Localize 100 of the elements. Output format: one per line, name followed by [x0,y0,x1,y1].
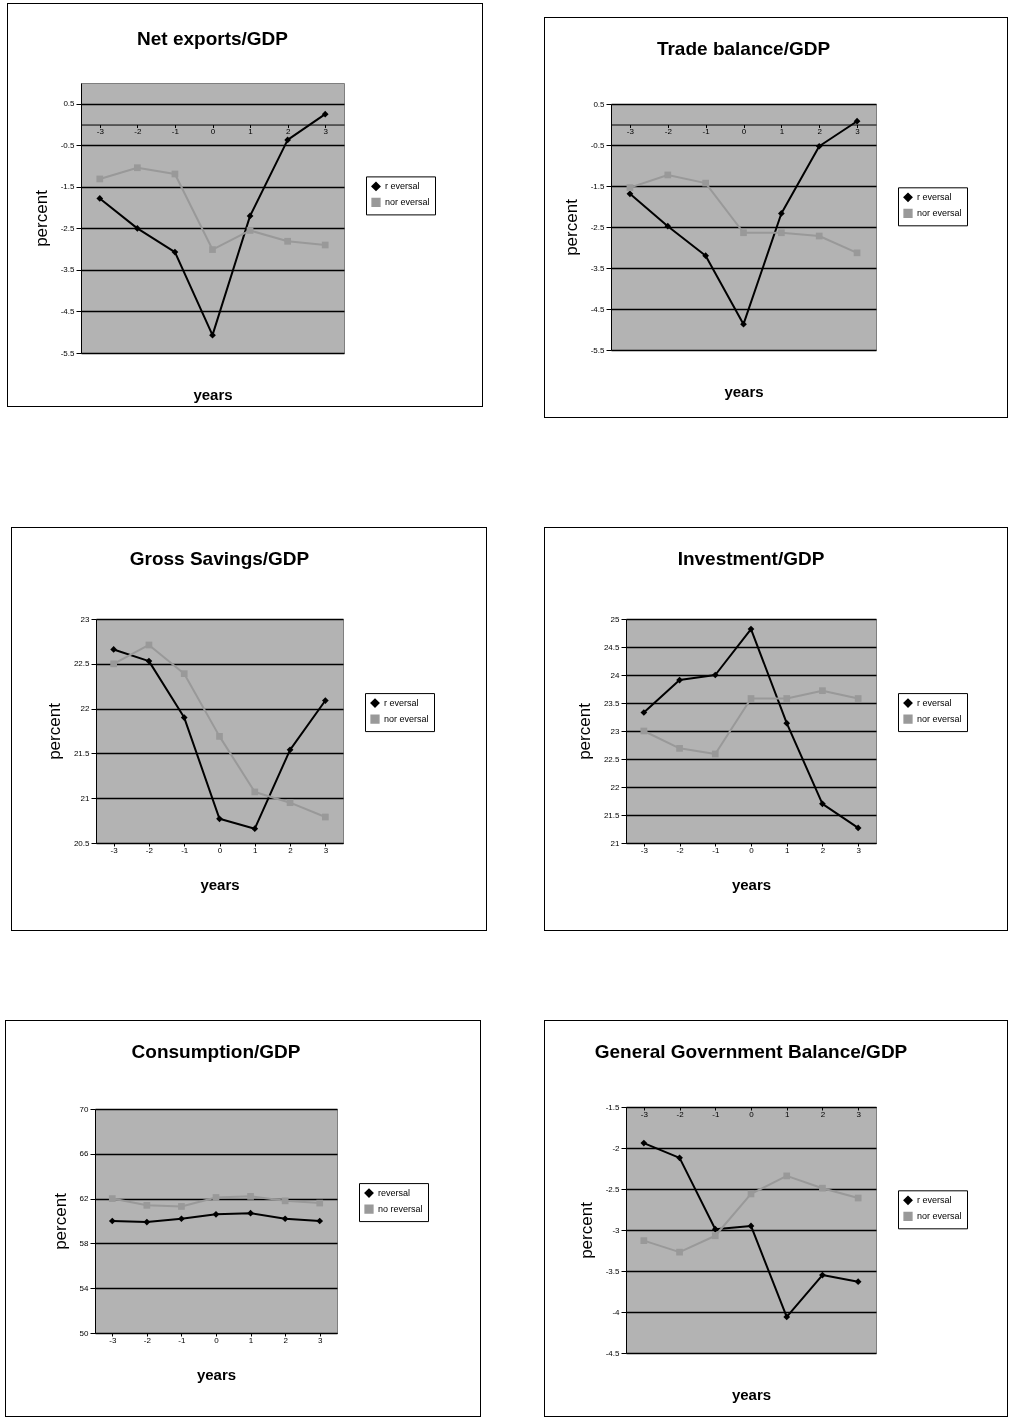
point [640,1139,648,1147]
point [854,824,862,832]
point [676,1154,683,1162]
x-tick-label: 0 [210,127,216,137]
legend-label: nor eversal [917,208,962,219]
point [664,222,672,230]
x-tick-label: -2 [676,1109,685,1119]
point [783,1313,791,1321]
x-tick-label: 1 [784,845,790,855]
x-tick-label: 2 [817,127,823,136]
x-tick-label: 3 [855,127,861,136]
y-tick-label: 23 [610,726,621,736]
y-tick-label: 0.5 [593,99,606,109]
y-tick-label: 22.5 [603,754,621,764]
legend-label: nor eversal [384,714,429,725]
x-axis-title: years [193,385,233,403]
x-tick-label: -2 [143,1335,152,1345]
y-tick-label: -4.5 [590,304,606,314]
x-tick-label: 3 [317,1335,323,1345]
x-tick-label: 0 [741,127,747,136]
y-axis-title: percent [574,702,594,760]
y-tick-label: 20.5 [73,838,91,848]
point [216,815,223,823]
y-tick-label: -3.5 [60,265,76,275]
legend-label: no reversal [378,1204,423,1215]
point [143,1201,151,1209]
y-tick-label: 0.5 [63,99,76,109]
x-tick-label: 3 [856,1109,862,1119]
point [740,320,747,328]
y-tick-label: -4 [612,1307,621,1317]
point [819,800,826,808]
y-tick-label: 66 [79,1149,90,1159]
y-tick-label: -1.5 [605,1102,621,1112]
point [134,164,141,172]
point [783,695,791,702]
point [676,1248,683,1256]
x-axis-title: years [724,382,764,400]
x-tick-label: -3 [110,845,119,855]
y-tick-label: -5.5 [590,345,606,355]
point [740,229,747,237]
x-tick-label: 1 [784,1109,790,1119]
x-axis-title: years [196,1365,237,1383]
x-axis-title: years [200,875,240,893]
x-tick-label: 1 [248,127,254,137]
point [640,1237,648,1245]
x-tick-label: 1 [779,127,785,136]
legend-label: reversal [378,1188,411,1199]
x-tick-label: -2 [145,845,154,855]
x-tick-label: -3 [626,127,635,136]
point [180,670,188,678]
x-tick-label: 1 [253,845,259,855]
point [819,1271,826,1279]
y-tick-label: -3.5 [590,263,606,273]
point [178,1203,185,1210]
y-tick-label: 21.5 [603,810,621,820]
chart-title: Investment/GDP [677,548,825,569]
point [108,1217,116,1225]
point [316,1217,324,1225]
point [711,1225,719,1233]
y-tick-label: 54 [79,1283,90,1293]
y-axis-title: percent [44,702,64,760]
x-tick-label: 3 [856,845,862,855]
chart-title: Gross Savings/GDP [129,548,310,569]
point [247,1209,254,1217]
point [96,175,104,183]
y-tick-label: -1.5 [590,181,606,191]
y-axis-title: percent [561,198,581,256]
point [640,709,648,716]
x-tick-label: -1 [712,845,720,855]
point [284,136,291,144]
chart-title: General Government Balance/GDP [594,1041,908,1062]
legend-label: r eversal [917,1195,952,1206]
legend-label: r eversal [385,181,420,192]
point [747,695,755,702]
x-tick-label: -3 [640,1109,649,1119]
x-tick-label: 2 [285,127,291,137]
x-tick-label: -2 [134,127,142,137]
point [284,237,291,245]
x-tick-label: 0 [214,1335,220,1345]
point [676,745,683,752]
point [854,1278,862,1286]
x-tick-label: 2 [820,1109,826,1119]
point [216,733,223,740]
y-tick-label: -4.5 [605,1348,621,1358]
point [322,813,329,821]
y-tick-label: 70 [79,1104,90,1114]
x-tick-label: 0 [749,1109,755,1119]
x-tick-label: 3 [323,845,329,855]
legend-label: r eversal [917,192,952,203]
y-tick-label: -0.5 [60,140,76,150]
x-tick-label: 2 [288,845,294,855]
point [251,788,259,796]
y-tick-label: 21.5 [73,748,91,758]
y-tick-label: 24 [610,670,621,680]
x-tick-label: 1 [248,1335,254,1345]
x-tick-label: 0 [217,845,223,855]
x-tick-label: -2 [664,127,673,136]
y-tick-label: 25 [610,614,621,624]
y-tick-label: -2.5 [60,223,76,233]
point [322,697,329,704]
